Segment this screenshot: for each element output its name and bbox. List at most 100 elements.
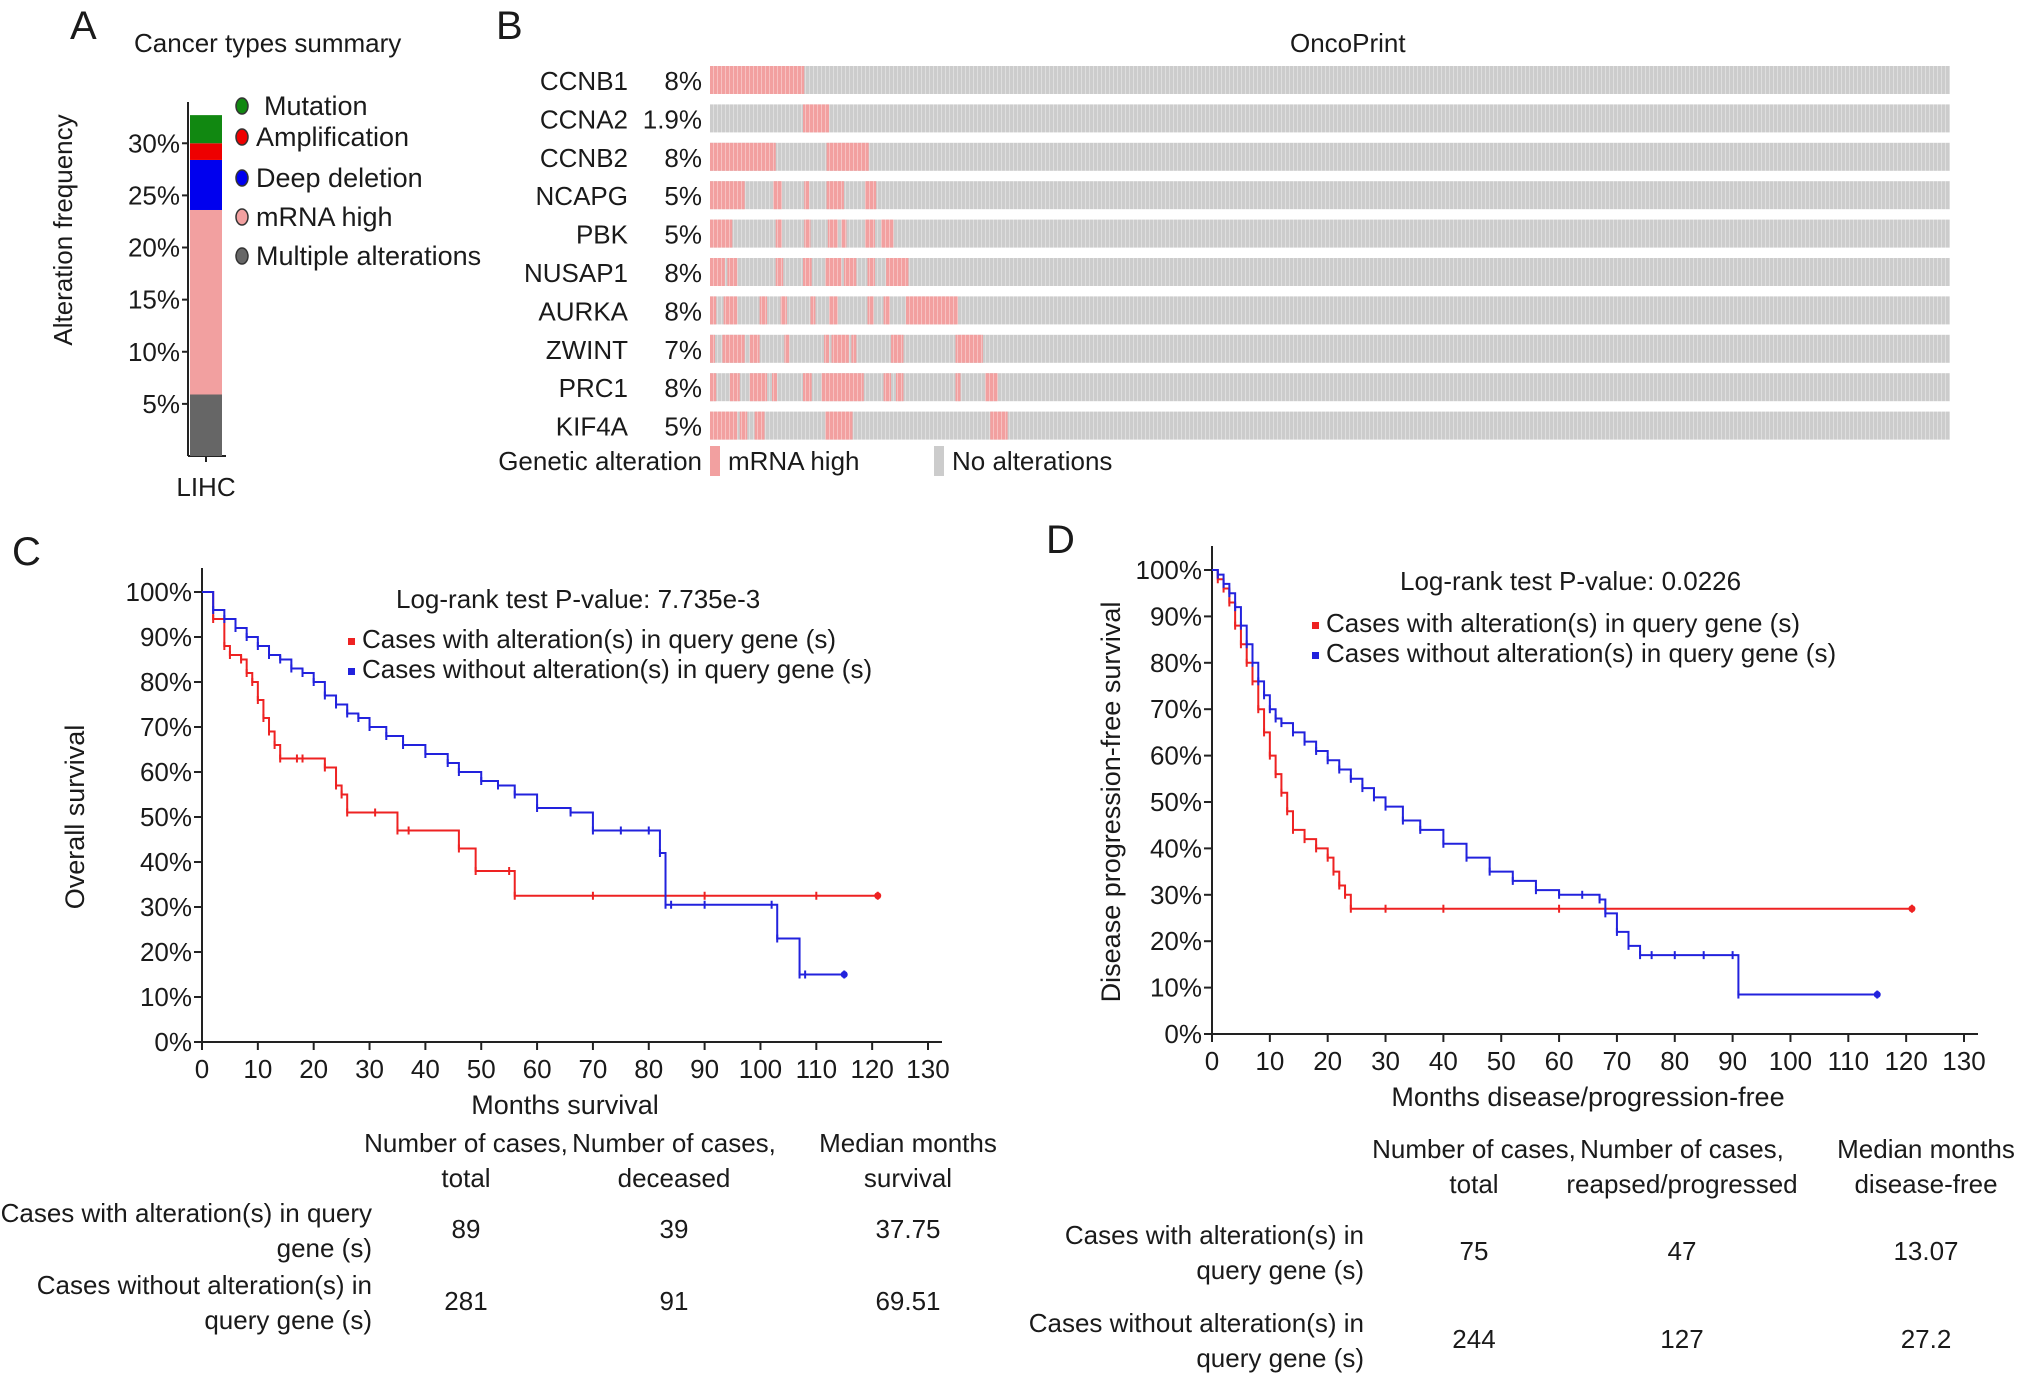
curve-end-marker [1873,991,1881,999]
table-cell: 244 [1452,1324,1496,1354]
y-tick-label: 30% [140,892,192,922]
bar-segment-multiple-alterations [190,394,222,456]
y-tick-label: 60% [140,757,192,787]
table-header: Number of cases, deceased [572,1128,776,1193]
y-tick-label: 0% [1164,1019,1202,1049]
x-axis-label: Months disease/progression-free [1391,1082,1784,1112]
gene-label-ncapg: NCAPG [536,181,628,211]
y-tick-label: 80% [140,667,192,697]
table-cell: 75 [1459,1236,1489,1266]
legend-label-without-alteration: Cases without alteration(s) in query gen… [1326,638,1836,668]
bar-segment-mrna-high [190,209,222,395]
gene-label-ccnb2: CCNB2 [540,143,628,173]
y-tick-label: 5% [142,389,180,419]
table-row: Cases with alteration(s) in query gene (… [1000,1218,2032,1290]
oncoprint-legend-title: Genetic alteration [498,446,702,476]
gene-pct-aurka: 8% [664,296,702,326]
y-tick-label: 20% [1150,926,1202,956]
table-cell: 27.2 [1900,1324,1952,1354]
table-cell: 13.07 [1893,1236,1959,1266]
x-tick-label: 100 [1769,1046,1812,1076]
x-tick-label: 120 [1884,1046,1927,1076]
x-tick-label: 120 [850,1054,893,1084]
legend-marker-amplification [235,128,249,146]
table-cell: 39 [659,1214,689,1244]
x-tick-label: 130 [906,1054,949,1084]
x-tick-label: 100 [739,1054,782,1084]
y-tick-label: 90% [1150,601,1202,631]
legend-marker-without-alteration [1312,652,1319,659]
legend-label-mrna-high: mRNA high [728,446,860,476]
x-tick-label: 40 [411,1054,440,1084]
table-cell: 37.75 [875,1214,941,1244]
table-cell: 91 [659,1286,689,1316]
legend-label-mrna-high: mRNA high [256,202,393,232]
y-tick-label: 100% [126,577,193,607]
gene-pct-kif4a: 5% [664,412,702,442]
logrank-annotation: Log-rank test P-value: 0.0226 [1400,566,1741,596]
legend-marker-with-alteration [348,638,355,645]
gene-label-zwint: ZWINT [546,335,628,365]
legend-marker-deep-deletion [235,169,249,187]
x-tick-label: 110 [796,1054,837,1084]
legend-label-mutation: Mutation [264,91,368,121]
legend-marker-mutation [235,97,249,115]
x-axis-label: Months survival [471,1090,659,1120]
y-tick-label: 50% [1150,787,1202,817]
gene-label-pbk: PBK [576,220,629,250]
legend-marker-multiple-alterations [235,247,249,265]
bar-segment-deep-deletion [190,159,222,210]
y-tick-label: 30% [1150,880,1202,910]
x-tick-label: LIHC [176,472,235,500]
x-tick-label: 30 [1371,1046,1400,1076]
legend-marker-with-alteration [1312,622,1319,629]
x-tick-label: 50 [1487,1046,1516,1076]
panel-label-d: D [1046,518,1075,562]
gene-label-kif4a: KIF4A [556,412,629,442]
y-tick-label: 80% [1150,648,1202,678]
y-tick-label: 100% [1136,555,1203,585]
table-header: Median months survival [819,1128,997,1193]
x-tick-label: 0 [1205,1046,1219,1076]
table-header: Number of cases, total [364,1128,568,1193]
x-tick-label: 40 [1429,1046,1458,1076]
oncoprint-chart: CCNB1 8% CCNA2 1.9% CCNB2 8% NCAPG 5% PBK 5% NUSAP… [498,66,1950,476]
panel-a-ylabel: Alteration frequency [48,114,78,346]
x-tick-label: 0 [195,1054,209,1084]
table-row: Cases without alteration(s) in query gen… [1000,1306,2032,1378]
y-tick-label: 25% [128,180,180,210]
y-tick-label: 50% [140,802,192,832]
x-tick-label: 60 [523,1054,552,1084]
x-tick-label: 110 [1828,1046,1869,1076]
legend-marker-without-alteration [348,668,355,675]
panel-label-b: B [496,4,523,48]
y-tick-label: 10% [128,337,180,367]
curve-end-marker [1908,905,1916,913]
table-row: Cases without alteration(s) in query gen… [0,1268,1010,1340]
x-tick-label: 130 [1942,1046,1985,1076]
y-tick-label: 90% [140,622,192,652]
table-row-label: Cases with alteration(s) in query gene (… [1064,1220,1364,1285]
y-tick-label: 0% [154,1027,192,1057]
table-header: Median months disease-free [1837,1134,2015,1199]
gene-pct-ccna2: 1.9% [643,104,702,134]
x-tick-label: 20 [1313,1046,1342,1076]
panel-a-title: Cancer types summary [134,28,402,58]
gene-label-nusap1: NUSAP1 [524,258,628,288]
table-header: Number of cases, total [1372,1134,1576,1199]
legend-label-multiple-alterations: Multiple alterations [256,241,481,271]
x-tick-label: 30 [355,1054,384,1084]
table-row-label: Cases without alteration(s) in query gen… [36,1270,372,1335]
panel-label-a: A [70,4,97,48]
x-tick-label: 20 [299,1054,328,1084]
legend-label-with-alteration: Cases with alteration(s) in query gene (… [1326,608,1800,638]
y-tick-label: 30% [128,128,180,158]
legend-label-deep-deletion: Deep deletion [256,163,423,193]
table-cell: 47 [1667,1236,1697,1266]
bar-segment-mutation [190,115,222,144]
x-tick-label: 50 [467,1054,496,1084]
y-tick-label: 20% [128,233,180,263]
gene-label-ccnb1: CCNB1 [540,66,628,96]
y-axis-label: Overall survival [60,725,90,910]
gene-pct-ncapg: 5% [664,181,702,211]
